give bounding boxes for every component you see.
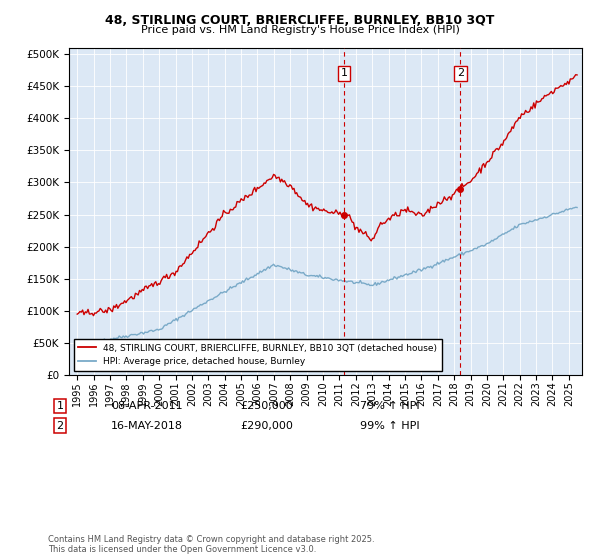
Legend: 48, STIRLING COURT, BRIERCLIFFE, BURNLEY, BB10 3QT (detached house), HPI: Averag: 48, STIRLING COURT, BRIERCLIFFE, BURNLEY… — [74, 339, 442, 371]
Text: 1: 1 — [56, 401, 64, 411]
Text: 48, STIRLING COURT, BRIERCLIFFE, BURNLEY, BB10 3QT: 48, STIRLING COURT, BRIERCLIFFE, BURNLEY… — [106, 14, 494, 27]
Text: 16-MAY-2018: 16-MAY-2018 — [111, 421, 183, 431]
Text: Price paid vs. HM Land Registry's House Price Index (HPI): Price paid vs. HM Land Registry's House … — [140, 25, 460, 35]
Text: 1: 1 — [340, 68, 347, 78]
Text: 08-APR-2011: 08-APR-2011 — [111, 401, 182, 411]
Text: £250,000: £250,000 — [240, 401, 293, 411]
Text: 2: 2 — [457, 68, 464, 78]
Text: 79% ↑ HPI: 79% ↑ HPI — [360, 401, 419, 411]
Text: Contains HM Land Registry data © Crown copyright and database right 2025.
This d: Contains HM Land Registry data © Crown c… — [48, 535, 374, 554]
Text: 2: 2 — [56, 421, 64, 431]
Text: 99% ↑ HPI: 99% ↑ HPI — [360, 421, 419, 431]
Text: £290,000: £290,000 — [240, 421, 293, 431]
